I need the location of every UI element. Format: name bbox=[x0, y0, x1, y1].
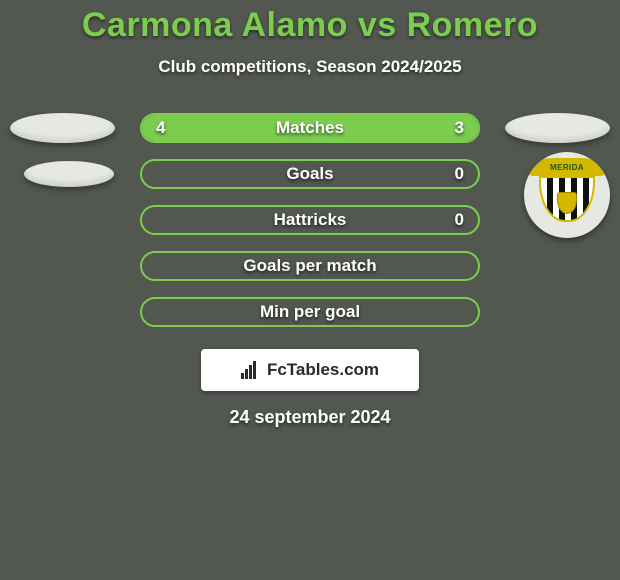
source-logo: FcTables.com bbox=[201, 349, 419, 391]
stat-value-right: 3 bbox=[455, 118, 464, 138]
player-left-blob-small bbox=[24, 161, 114, 187]
date-label: 24 september 2024 bbox=[0, 407, 620, 428]
stat-row-hattricks: Hattricks 0 bbox=[0, 197, 620, 243]
stat-label: Goals per match bbox=[243, 256, 376, 276]
stat-row-matches: 4 Matches 3 bbox=[0, 105, 620, 151]
player-right-blob bbox=[505, 113, 610, 143]
stat-label: Min per goal bbox=[260, 302, 360, 322]
stat-row-gpm: Goals per match bbox=[0, 243, 620, 289]
stat-bar: Goals 0 bbox=[140, 159, 480, 189]
stats-block: 4 Matches 3 Goals 0 MERIDA bbox=[0, 105, 620, 335]
stat-bar: 4 Matches 3 bbox=[140, 113, 480, 143]
stat-bar: Goals per match bbox=[140, 251, 480, 281]
stat-row-mpg: Min per goal bbox=[0, 289, 620, 335]
page-title: Carmona Alamo vs Romero bbox=[0, 0, 620, 45]
stat-row-goals: Goals 0 MERIDA bbox=[0, 151, 620, 197]
stat-label: Hattricks bbox=[274, 210, 347, 230]
comparison-card: Carmona Alamo vs Romero Club competition… bbox=[0, 0, 620, 580]
stat-value-right: 0 bbox=[455, 210, 464, 230]
stat-bar: Min per goal bbox=[140, 297, 480, 327]
stat-bar: Hattricks 0 bbox=[140, 205, 480, 235]
player-left-blob bbox=[10, 113, 115, 143]
crest-banner: MERIDA bbox=[528, 158, 606, 176]
stat-value-left: 4 bbox=[156, 118, 165, 138]
stat-value-right: 0 bbox=[455, 164, 464, 184]
subtitle: Club competitions, Season 2024/2025 bbox=[0, 57, 620, 77]
logo-text: FcTables.com bbox=[267, 360, 379, 380]
stat-label: Goals bbox=[286, 164, 333, 184]
bars-icon bbox=[241, 361, 261, 379]
stat-label: Matches bbox=[276, 118, 344, 138]
